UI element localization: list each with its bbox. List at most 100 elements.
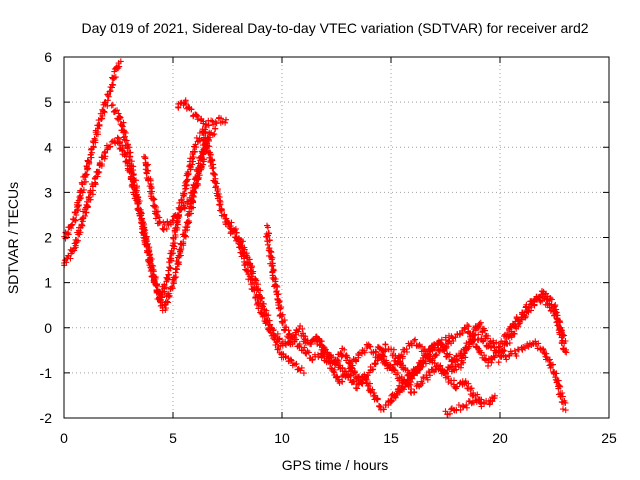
- marker-track-6-1-4: [233, 229, 240, 236]
- marker-track-2-1-14: [76, 224, 82, 231]
- marker-track-3-0-0: [109, 101, 116, 108]
- marker-track-3-8-5: [180, 239, 187, 245]
- marker-track-7-10-5: [350, 370, 357, 377]
- marker-track-1-2-15: [82, 171, 89, 178]
- marker-track-4-4-5: [175, 212, 182, 219]
- marker-track-9-15-24: [558, 334, 565, 341]
- marker-track-2-24-7: [298, 364, 305, 371]
- marker-track-6-9-0: [301, 344, 308, 351]
- marker-track-4-0-2: [142, 154, 149, 161]
- marker-track-4-7-12: [199, 148, 206, 155]
- marker-track-12-5-13: [555, 385, 562, 392]
- marker-track-2-1-23: [82, 213, 89, 219]
- marker-track-6-4-0: [258, 303, 265, 310]
- marker-track-6-2-6: [241, 262, 248, 269]
- marker-track-9-4-7: [439, 347, 446, 353]
- marker-track-4-6-3: [186, 194, 193, 201]
- marker-track-4-3-0: [160, 226, 167, 233]
- marker-track-9-15-1: [551, 303, 558, 310]
- marker-track-6-2-17: [248, 273, 255, 280]
- x-tick-label-5: 25: [601, 430, 617, 446]
- marker-track-7-0-1: [265, 224, 271, 231]
- marker-track-1-2-4: [80, 186, 87, 193]
- marker-track-6-17-6: [374, 396, 380, 403]
- marker-track-3-7-26: [177, 247, 184, 254]
- marker-track-7-21-3: [446, 353, 452, 360]
- marker-track-9-10-10: [505, 333, 512, 340]
- marker-track-6-0-5: [228, 219, 235, 226]
- marker-track-4-3-7: [168, 221, 174, 228]
- marker-track-4-5-4: [181, 204, 188, 211]
- marker-track-9-15-35: [563, 349, 570, 356]
- marker-track-7-2-13: [286, 330, 293, 337]
- marker-track-3-1-0: [116, 115, 123, 122]
- marker-track-6-3-17: [254, 300, 261, 307]
- marker-track-6-4-6: [259, 313, 266, 320]
- marker-track-9-8-4: [477, 349, 484, 356]
- marker-track-4-3-1: [163, 225, 170, 232]
- marker-track-2-11-25: [182, 185, 189, 192]
- marker-track-2-10-32: [171, 228, 178, 235]
- marker-track-8-7-8: [395, 358, 402, 365]
- marker-track-9-11-7: [513, 314, 520, 320]
- marker-track-7-10-4: [352, 369, 358, 376]
- marker-track-1-2-25: [85, 158, 92, 165]
- marker-track-2-22-8: [274, 346, 281, 353]
- x-tick-label-1: 5: [169, 430, 177, 446]
- marker-track-2-10-6: [167, 265, 174, 271]
- marker-track-3-7-11: [173, 265, 180, 272]
- marker-track-6-18-6: [385, 402, 392, 409]
- marker-track-1-5-17: [112, 74, 119, 81]
- marker-track-13-6-5: [432, 366, 439, 373]
- y-tick-label-4: 2: [44, 230, 52, 246]
- marker-track-2-15-30: [216, 202, 223, 209]
- marker-track-1-1-4: [70, 216, 77, 223]
- marker-track-4-1-19: [152, 215, 159, 222]
- marker-track-13-2-0: [391, 367, 398, 374]
- marker-track-3-11-8: [212, 125, 218, 132]
- marker-track-2-24-2: [293, 360, 300, 367]
- marker-track-6-8-8: [298, 347, 305, 354]
- marker-track-4-1-1: [149, 188, 156, 195]
- marker-track-10-0-3: [446, 410, 453, 417]
- marker-track-12-5-6: [552, 376, 559, 383]
- marker-track-3-5-0: [153, 282, 160, 288]
- marker-track-1-5-0: [104, 97, 111, 104]
- marker-track-11-3-1: [475, 324, 482, 330]
- marker-track-9-10-11: [504, 330, 511, 336]
- marker-track-1-1-13: [75, 202, 82, 209]
- marker-track-2-12-20: [190, 154, 197, 161]
- marker-track-12-5-17: [559, 390, 566, 396]
- marker-track-9-10-5: [502, 338, 509, 345]
- marker-track-3-1-11: [122, 130, 129, 136]
- marker-track-11-1-9: [461, 350, 468, 356]
- marker-track-8-3-7: [349, 362, 356, 369]
- marker-track-4-7-2: [195, 160, 202, 167]
- marker-track-8-8-6: [403, 346, 410, 353]
- marker-track-1-1-0: [69, 221, 76, 228]
- x-tick-label-3: 15: [383, 430, 399, 446]
- marker-track-6-1-10: [234, 236, 241, 243]
- marker-track-2-10-12: [167, 256, 174, 262]
- marker-track-7-3-0: [286, 339, 293, 346]
- marker-track-12-0-4: [503, 356, 510, 363]
- marker-track-8-18-5: [511, 330, 518, 337]
- marker-track-10-4-2: [486, 401, 493, 408]
- marker-track-1-2-9: [82, 178, 89, 185]
- marker-track-2-11-16: [178, 197, 185, 204]
- marker-track-13-7-5: [439, 368, 446, 375]
- marker-track-9-11-10: [518, 314, 525, 321]
- marker-track-12-4-9: [546, 357, 552, 364]
- marker-track-3-6-18: [169, 283, 175, 290]
- marker-track-9-0-10: [396, 382, 403, 389]
- marker-track-12-5-19: [559, 393, 566, 400]
- marker-track-2-3-10: [98, 161, 105, 168]
- marker-track-13-0-10: [380, 353, 387, 360]
- marker-track-12-1-2: [511, 347, 518, 354]
- marker-track-4-7-18: [203, 139, 210, 146]
- marker-track-6-9-4: [303, 350, 310, 357]
- marker-track-2-15-3: [209, 165, 216, 172]
- marker-track-7-5-3: [308, 341, 315, 348]
- marker-track-3-8-21: [185, 217, 192, 224]
- marker-track-6-18-2: [380, 406, 387, 413]
